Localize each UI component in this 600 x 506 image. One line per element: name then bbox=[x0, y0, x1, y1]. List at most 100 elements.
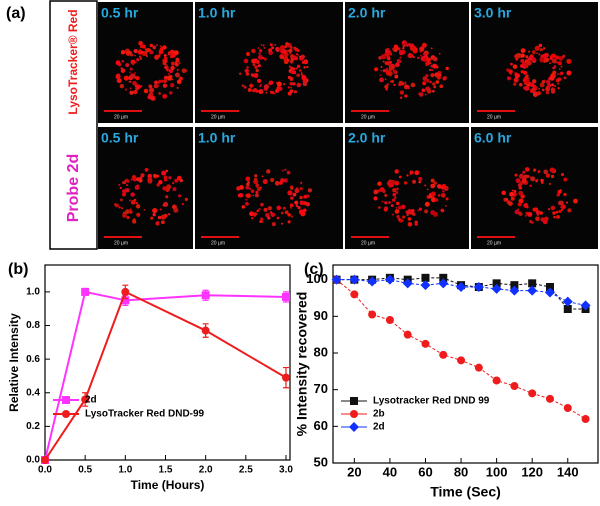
vesicle bbox=[167, 213, 171, 216]
marker bbox=[544, 287, 555, 298]
vesicle bbox=[384, 201, 388, 205]
vesicle bbox=[399, 90, 405, 95]
vesicle bbox=[563, 177, 568, 182]
vesicle bbox=[425, 86, 430, 91]
vesicle bbox=[404, 94, 408, 98]
vesicle bbox=[115, 73, 121, 80]
vesicle bbox=[147, 177, 153, 183]
row-label-box bbox=[49, 0, 98, 250]
vesicle bbox=[238, 72, 242, 75]
marker bbox=[81, 395, 90, 404]
vesicle bbox=[138, 178, 143, 183]
vesicle bbox=[506, 68, 510, 72]
marker bbox=[402, 278, 413, 289]
vesicle bbox=[257, 47, 260, 49]
vesicle bbox=[564, 192, 566, 195]
vesicle bbox=[156, 44, 158, 46]
vesicle bbox=[394, 196, 397, 200]
vesicle bbox=[414, 222, 418, 226]
vesicle bbox=[307, 188, 313, 193]
vesicle bbox=[511, 189, 514, 192]
vesicle bbox=[290, 207, 292, 209]
vesicle bbox=[396, 187, 399, 191]
vesicle bbox=[566, 70, 572, 76]
vesicle bbox=[556, 192, 561, 197]
vesicle bbox=[306, 194, 310, 198]
cell-signal bbox=[114, 168, 188, 226]
vesicle bbox=[381, 200, 384, 203]
vesicle bbox=[518, 186, 523, 190]
vesicle bbox=[384, 78, 387, 81]
vesicle bbox=[418, 92, 421, 96]
vesicle bbox=[535, 210, 541, 215]
vesicle bbox=[254, 174, 258, 178]
marker bbox=[562, 296, 573, 307]
vesicle bbox=[551, 53, 556, 59]
vesicle bbox=[155, 84, 159, 88]
vesicle bbox=[405, 210, 409, 214]
vesicle bbox=[538, 87, 541, 90]
vesicle bbox=[431, 69, 434, 72]
vesicle bbox=[426, 188, 429, 191]
vesicle bbox=[241, 205, 246, 209]
vesicle bbox=[402, 215, 406, 219]
vesicle bbox=[288, 48, 293, 53]
vesicle bbox=[390, 204, 394, 208]
vesicle bbox=[508, 201, 513, 206]
vesicle bbox=[118, 206, 121, 209]
vesicle bbox=[270, 177, 275, 183]
vesicle bbox=[383, 206, 389, 211]
vesicle bbox=[409, 173, 412, 176]
vesicle bbox=[143, 88, 149, 94]
vesicle bbox=[505, 198, 509, 201]
vesicle bbox=[412, 212, 416, 216]
vesicle bbox=[510, 62, 513, 66]
vesicle bbox=[419, 46, 425, 52]
micrograph bbox=[195, 2, 343, 123]
scale-label: 20 µm bbox=[211, 240, 225, 246]
x-tick-label: 0.0 bbox=[38, 465, 52, 476]
vesicle bbox=[150, 95, 156, 101]
scale-label: 20 µm bbox=[361, 240, 375, 246]
vesicle bbox=[247, 88, 252, 92]
scale-label: 20 µm bbox=[487, 114, 501, 120]
vesicle bbox=[133, 72, 137, 75]
vesicle bbox=[393, 44, 399, 50]
vesicle bbox=[126, 215, 130, 220]
vesicle bbox=[139, 48, 142, 51]
vesicle bbox=[147, 173, 153, 179]
vesicle bbox=[260, 44, 263, 46]
vesicle bbox=[133, 178, 136, 182]
vesicle bbox=[161, 220, 165, 225]
vesicle bbox=[430, 191, 436, 197]
vesicle bbox=[263, 57, 267, 61]
vesicle bbox=[433, 85, 437, 89]
y-tick-label: 0.4 bbox=[26, 387, 40, 398]
vesicle bbox=[252, 194, 255, 197]
vesicle bbox=[290, 196, 294, 200]
vesicle bbox=[289, 52, 292, 55]
row-label: LysoTracker® Red bbox=[66, 9, 80, 114]
vesicle bbox=[433, 56, 438, 62]
series-line bbox=[44, 290, 287, 461]
vesicle bbox=[395, 190, 399, 194]
vesicle bbox=[129, 53, 134, 57]
vesicle bbox=[554, 84, 557, 88]
vesicle bbox=[294, 56, 299, 61]
vesicle bbox=[253, 73, 259, 78]
vesicle bbox=[134, 61, 137, 64]
vesicle bbox=[397, 218, 401, 221]
vesicle bbox=[419, 50, 422, 53]
vesicle bbox=[394, 169, 399, 174]
vesicle bbox=[241, 84, 245, 87]
vesicle bbox=[392, 192, 397, 197]
y-tick-label: 0.0 bbox=[26, 455, 40, 466]
vesicle bbox=[384, 51, 390, 57]
vesicle bbox=[245, 198, 248, 201]
vesicle bbox=[255, 185, 258, 188]
vesicle bbox=[280, 55, 284, 60]
vesicle bbox=[126, 179, 130, 183]
cell-signal bbox=[506, 43, 572, 98]
time-label: 0.5 hr bbox=[101, 5, 139, 21]
marker bbox=[527, 285, 538, 296]
